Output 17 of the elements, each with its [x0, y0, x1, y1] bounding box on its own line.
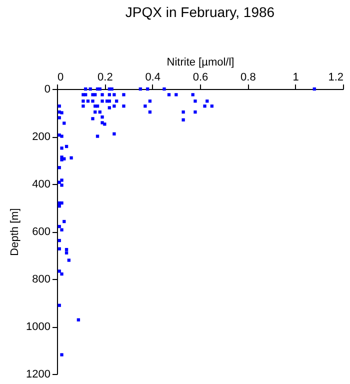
x-tick-label: 0.4	[145, 72, 160, 84]
y-tick-label: 1200	[26, 368, 50, 380]
x-tick-label: 0.6	[192, 72, 208, 84]
y-tick-label: 600	[32, 226, 50, 238]
chart-title: JPQX in February, 1986	[125, 4, 275, 20]
x-tick-label: 0	[58, 72, 64, 84]
y-axis-title: Depth [m]	[9, 208, 22, 256]
x-tick-label: 0.2	[98, 72, 113, 84]
y-tick-label: 400	[32, 178, 50, 190]
y-tick-label: 800	[32, 274, 50, 286]
x-axis-title: Nitrite [µmol/l]	[166, 56, 234, 68]
x-tick-label: 1.2	[328, 72, 344, 84]
y-tick-label: 0	[44, 84, 50, 96]
y-tick-label: 1000	[26, 321, 50, 333]
x-tick-label: 0.8	[240, 72, 256, 84]
y-tick-label: 200	[32, 131, 50, 143]
x-tick-label: 1	[292, 72, 299, 84]
